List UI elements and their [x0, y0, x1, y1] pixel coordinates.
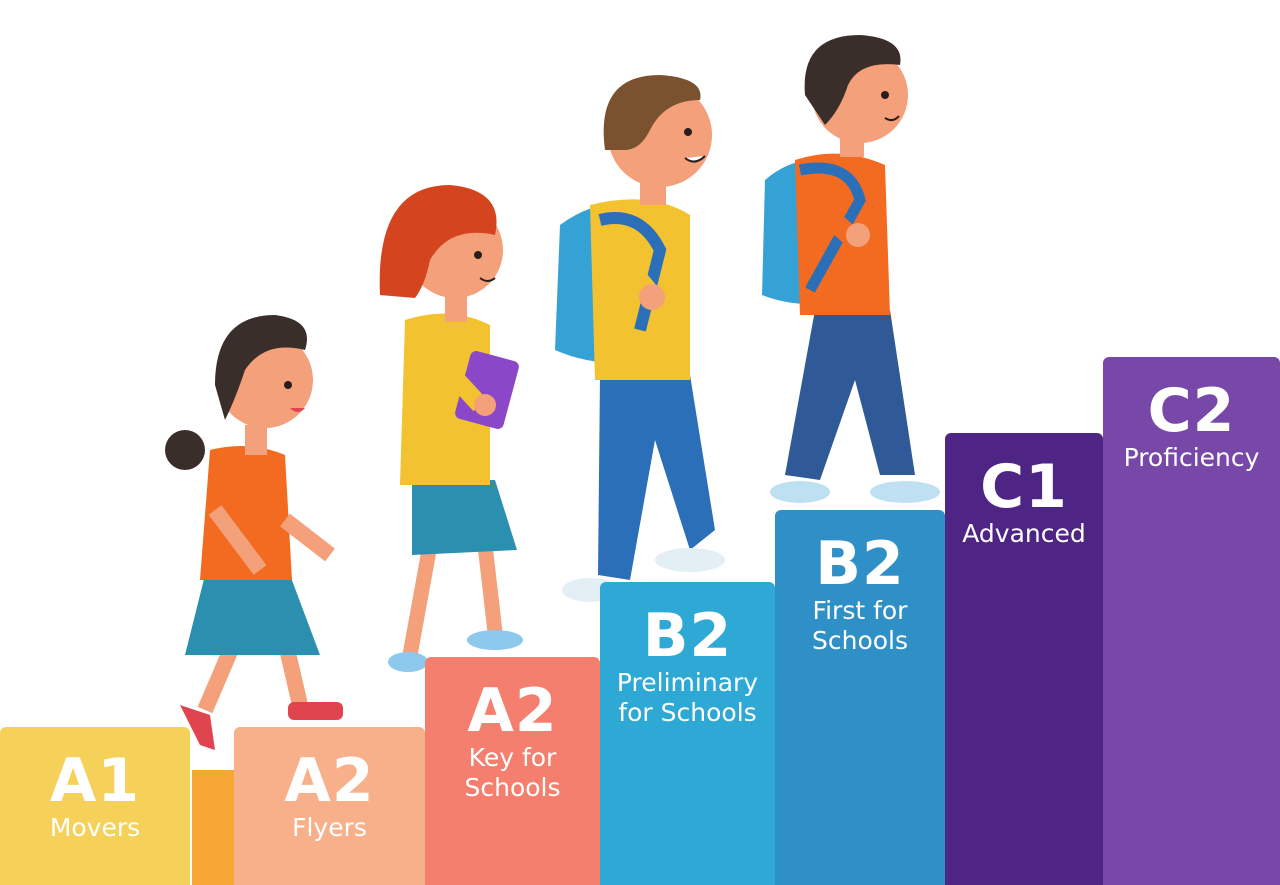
child-1	[165, 315, 343, 750]
level-code: B2	[815, 529, 905, 599]
level-code: C1	[980, 452, 1068, 522]
level-step: C2 Proficiency	[1103, 357, 1280, 885]
level-step: A2 Key for Schools	[425, 657, 600, 885]
level-code: A2	[467, 676, 558, 746]
exam-name: First for Schools	[811, 596, 909, 655]
exam-name: Key for Schools	[464, 743, 561, 802]
connector-block	[192, 770, 234, 885]
child-3	[555, 75, 725, 602]
level-step: C1 Advanced	[945, 433, 1103, 885]
level-code: A2	[284, 746, 375, 816]
level-code: C2	[1147, 376, 1236, 446]
exam-name: Preliminary for Schools	[616, 668, 759, 727]
level-code: B2	[642, 601, 733, 671]
exam-name: Movers	[49, 813, 141, 842]
level-step: A2 Flyers	[234, 727, 425, 885]
level-code: A1	[49, 746, 141, 816]
exam-name: Flyers	[292, 813, 367, 842]
child-4	[762, 35, 940, 503]
level-step: B2 Preliminary for Schools	[600, 582, 775, 885]
level-step: A1 Movers	[0, 727, 190, 885]
exam-name: Advanced	[962, 519, 1086, 548]
level-step: B2 First for Schools	[775, 510, 945, 885]
exam-name: Proficiency	[1123, 443, 1260, 472]
child-2	[379, 185, 523, 672]
